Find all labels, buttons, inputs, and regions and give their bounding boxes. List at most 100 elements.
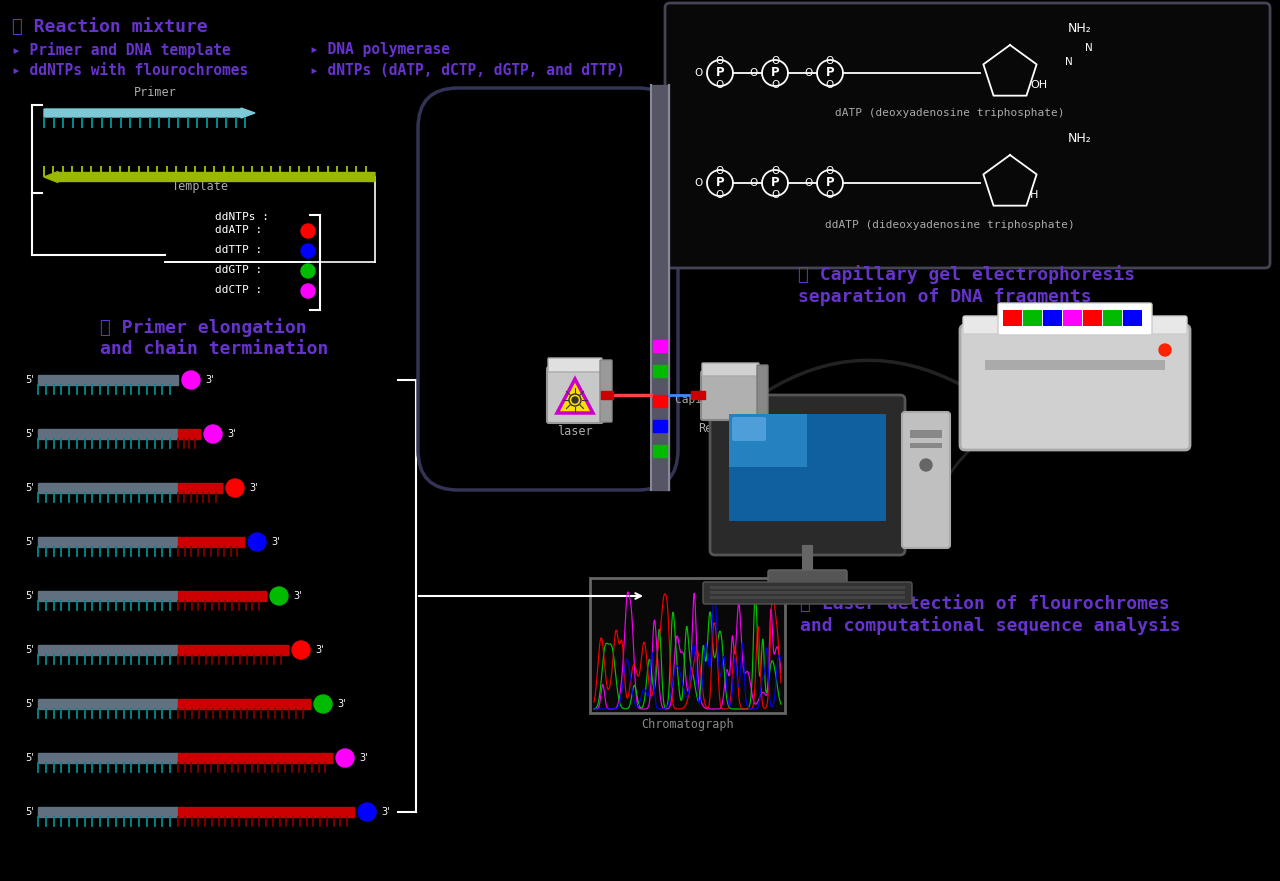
- Text: H: H: [1030, 190, 1038, 200]
- Text: ddGTP :: ddGTP :: [215, 265, 262, 275]
- Circle shape: [301, 264, 315, 278]
- Text: 5': 5': [26, 645, 35, 655]
- Text: 3': 3': [381, 807, 389, 817]
- Text: ④ Laser detection of flourochromes
and computational sequence analysis: ④ Laser detection of flourochromes and c…: [800, 595, 1180, 635]
- Text: ddTTP :: ddTTP :: [215, 245, 262, 255]
- Bar: [178, 591, 266, 601]
- Text: OH: OH: [1030, 80, 1047, 90]
- FancyBboxPatch shape: [960, 325, 1190, 450]
- Bar: [1062, 310, 1082, 326]
- Circle shape: [314, 695, 332, 713]
- Circle shape: [270, 587, 288, 605]
- Circle shape: [301, 224, 315, 238]
- Circle shape: [572, 397, 579, 403]
- Text: Chromatograph: Chromatograph: [641, 718, 733, 731]
- Text: O: O: [771, 80, 780, 90]
- Bar: [178, 753, 332, 763]
- Text: O: O: [695, 178, 703, 188]
- Text: O: O: [716, 190, 724, 200]
- Text: ③ Capillary gel electrophoresis
separation of DNA fragments: ③ Capillary gel electrophoresis separati…: [797, 265, 1135, 306]
- Text: ddATP (dideoxyadenosine triphosphate): ddATP (dideoxyadenosine triphosphate): [826, 220, 1075, 230]
- Text: ddNTPs :: ddNTPs :: [215, 212, 269, 222]
- Text: ddATP :: ddATP :: [215, 225, 262, 235]
- Text: O: O: [826, 56, 835, 66]
- Text: dATP (deoxyadenosine triphosphate): dATP (deoxyadenosine triphosphate): [836, 108, 1065, 118]
- Bar: [178, 429, 200, 439]
- Text: ② Primer elongation
and chain termination: ② Primer elongation and chain terminatio…: [100, 318, 329, 358]
- Bar: [38, 429, 178, 439]
- Bar: [38, 645, 178, 655]
- Text: O: O: [826, 166, 835, 176]
- Text: P: P: [826, 176, 835, 189]
- FancyArrow shape: [44, 108, 255, 118]
- Bar: [710, 596, 905, 599]
- Circle shape: [301, 284, 315, 298]
- Text: O: O: [805, 68, 813, 78]
- Text: 3': 3': [293, 591, 302, 601]
- Circle shape: [301, 244, 315, 258]
- Text: O: O: [716, 80, 724, 90]
- Text: P: P: [771, 66, 780, 79]
- Text: 5': 5': [26, 807, 35, 817]
- Bar: [653, 365, 667, 377]
- Text: ▸ Primer and DNA template: ▸ Primer and DNA template: [12, 42, 230, 58]
- FancyBboxPatch shape: [600, 360, 612, 422]
- Text: NH₂: NH₂: [1068, 22, 1092, 35]
- Bar: [38, 375, 178, 385]
- Bar: [652, 85, 669, 490]
- Bar: [38, 699, 178, 709]
- FancyBboxPatch shape: [998, 303, 1152, 335]
- Bar: [1004, 310, 1021, 326]
- Bar: [590, 578, 785, 713]
- Text: O: O: [716, 166, 724, 176]
- Circle shape: [570, 394, 581, 406]
- Text: 3': 3': [250, 483, 257, 493]
- Bar: [38, 753, 178, 763]
- Text: NH₂: NH₂: [1068, 132, 1092, 145]
- Circle shape: [182, 371, 200, 389]
- Circle shape: [292, 641, 310, 659]
- Bar: [178, 537, 244, 547]
- Bar: [1023, 310, 1042, 326]
- Bar: [653, 340, 667, 352]
- Text: ▸ DNA polymerase: ▸ DNA polymerase: [310, 42, 451, 57]
- Bar: [730, 414, 886, 521]
- Text: O: O: [716, 56, 724, 66]
- Text: 5': 5': [26, 429, 35, 439]
- Circle shape: [358, 803, 376, 821]
- FancyBboxPatch shape: [547, 367, 603, 423]
- Text: ▸ ddNTPs with flourochromes: ▸ ddNTPs with flourochromes: [12, 63, 248, 78]
- Bar: [910, 430, 942, 438]
- Text: O: O: [771, 166, 780, 176]
- FancyBboxPatch shape: [710, 395, 905, 555]
- Text: 3': 3': [358, 753, 367, 763]
- Bar: [178, 807, 355, 817]
- FancyBboxPatch shape: [666, 3, 1270, 268]
- Text: Primer: Primer: [133, 86, 177, 99]
- Text: 3': 3': [205, 375, 214, 385]
- Text: 5': 5': [26, 483, 35, 493]
- Text: O: O: [750, 68, 758, 78]
- Text: P: P: [716, 176, 724, 189]
- Text: ① Reaction mixture: ① Reaction mixture: [12, 18, 207, 36]
- Text: N: N: [1065, 57, 1073, 67]
- Bar: [1043, 310, 1062, 326]
- Text: 5': 5': [26, 591, 35, 601]
- Text: laser: laser: [557, 425, 593, 438]
- Circle shape: [248, 533, 266, 551]
- Bar: [653, 445, 667, 457]
- Bar: [602, 391, 613, 399]
- Text: O: O: [826, 80, 835, 90]
- Text: O: O: [771, 56, 780, 66]
- Text: Template: Template: [172, 180, 229, 193]
- FancyBboxPatch shape: [756, 365, 768, 419]
- FancyBboxPatch shape: [963, 316, 1187, 334]
- FancyBboxPatch shape: [768, 570, 847, 584]
- Bar: [910, 443, 942, 448]
- Bar: [38, 537, 178, 547]
- Circle shape: [204, 425, 221, 443]
- Bar: [1083, 310, 1102, 326]
- Text: O: O: [750, 178, 758, 188]
- Text: Reflector: Reflector: [698, 422, 762, 435]
- Bar: [178, 483, 221, 493]
